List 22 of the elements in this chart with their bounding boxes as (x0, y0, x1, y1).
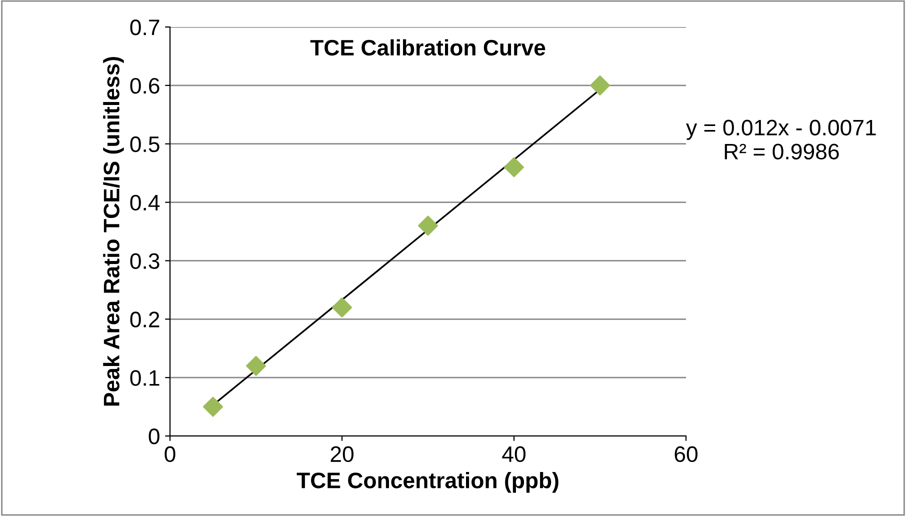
x-tick-label: 60 (674, 446, 698, 462)
point (504, 157, 524, 178)
point (332, 297, 352, 318)
y-axis-title: Peak Area Ratio TCE/IS (unitless) (103, 57, 124, 406)
x-tick-label: 20 (330, 446, 354, 462)
y-tick-label: 0 (148, 428, 160, 444)
chart-title: TCE Calibration Curve (310, 39, 546, 56)
y-tick-label: 0.3 (130, 253, 160, 269)
point (418, 216, 438, 236)
text: y = 0.012x - 0.0071 R² = 0.9986 (686, 120, 876, 160)
y-tick-label: 0.5 (130, 136, 160, 152)
y-tick-label: 0.2 (130, 312, 160, 328)
y-tick-label: 0.6 (130, 78, 160, 94)
y-tick-label: 0.1 (130, 370, 160, 386)
x-tick-label: 0 (164, 446, 176, 462)
point (590, 75, 610, 96)
point (246, 356, 266, 376)
point (202, 396, 224, 417)
y-tick-label: 0.4 (130, 194, 160, 211)
y-tick-label: 0.7 (130, 20, 160, 36)
x-tick-label: 40 (502, 446, 526, 462)
x-axis-title: TCE Concentration (ppb) (296, 472, 558, 493)
